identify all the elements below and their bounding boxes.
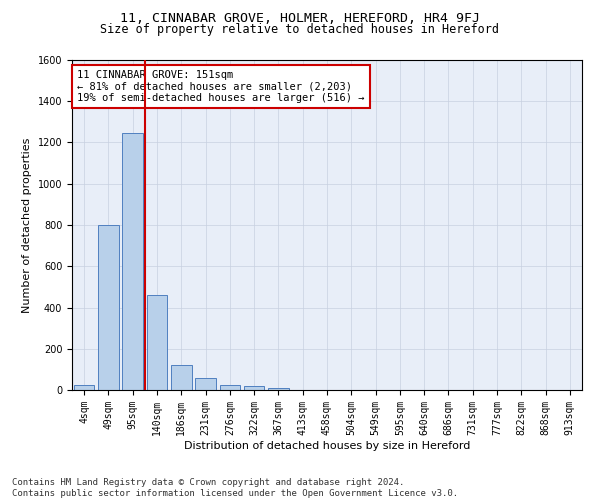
Text: 11, CINNABAR GROVE, HOLMER, HEREFORD, HR4 9FJ: 11, CINNABAR GROVE, HOLMER, HEREFORD, HR… (120, 12, 480, 26)
Bar (74, 385, 94, 390)
Y-axis label: Number of detached properties: Number of detached properties (22, 138, 32, 312)
Bar (171, 365, 191, 390)
Text: Contains HM Land Registry data © Crown copyright and database right 2024.
Contai: Contains HM Land Registry data © Crown c… (12, 478, 458, 498)
Bar (244, 386, 265, 390)
Bar (122, 133, 143, 390)
Text: 11 CINNABAR GROVE: 151sqm
← 81% of detached houses are smaller (2,203)
19% of se: 11 CINNABAR GROVE: 151sqm ← 81% of detac… (77, 70, 365, 103)
Bar (195, 378, 216, 390)
Bar (268, 388, 289, 390)
Bar (98, 225, 119, 390)
Bar (146, 295, 167, 390)
Text: Size of property relative to detached houses in Hereford: Size of property relative to detached ho… (101, 22, 499, 36)
Bar (220, 386, 240, 390)
X-axis label: Distribution of detached houses by size in Hereford: Distribution of detached houses by size … (184, 440, 470, 450)
